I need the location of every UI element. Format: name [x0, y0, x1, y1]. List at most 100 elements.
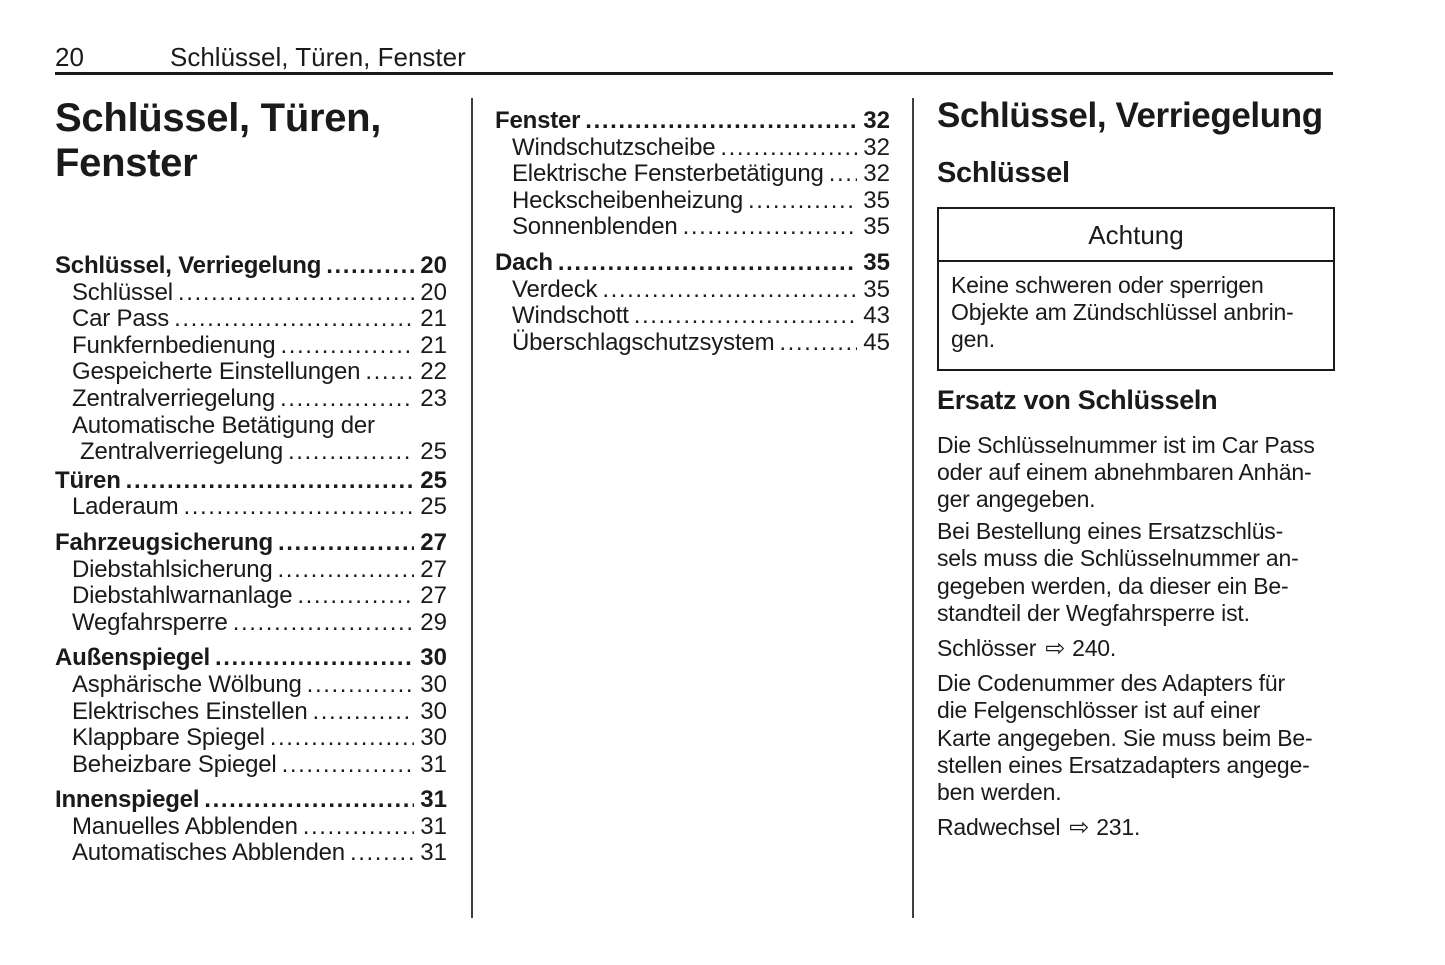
- toc-entry-label: Zentralverriegelung: [80, 438, 283, 466]
- toc-entry: Überschlagschutzsystem 45: [495, 329, 890, 357]
- toc-entry-label: Schlüssel: [72, 278, 173, 306]
- toc-entry-label: Asphärische Wölbung: [72, 670, 302, 698]
- toc-leader-dots: [297, 583, 414, 610]
- toc-entry: Beheizbare Spiegel 31: [55, 751, 447, 779]
- toc-entry-page: 30: [420, 724, 447, 752]
- toc-entry: Automatische Betätigung der: [55, 411, 447, 440]
- column-divider: [471, 98, 473, 918]
- toc-entry: Dach 35: [495, 248, 890, 277]
- toc-entry-label: Windschutzscheibe: [512, 133, 716, 161]
- caution-box: Achtung Keine schweren oder sperrigen Ob…: [937, 207, 1335, 371]
- toc-entry-label: Wegfahrsperre: [72, 608, 228, 636]
- toc-entry: Fahrzeugsicherung 27: [55, 528, 447, 557]
- toc-leader-dots: [748, 188, 857, 215]
- toc-entry: Schlüssel, Verriegelung 20: [55, 252, 447, 280]
- toc-entry: Asphärische Wölbung 30: [55, 670, 447, 699]
- chapter-title: Schlüssel, Türen, Fenster: [170, 42, 466, 72]
- toc-entry: Sonnenblenden 35: [495, 214, 890, 241]
- toc-entry-page: 32: [863, 107, 890, 134]
- toc-entry: Funkfernbedienung 21: [55, 331, 447, 360]
- toc-entry-label: Zentralverriegelung: [72, 384, 275, 412]
- toc-entry-label: Diebstahlwarnanlage: [72, 582, 293, 610]
- section-title: Schlüssel, Verriegelung: [937, 96, 1323, 135]
- toc-leader-dots: [178, 280, 414, 307]
- toc-entry: Schlüssel 20: [55, 278, 447, 307]
- body-paragraph: Bei Bestellung eines Ersatzschlüs- sels …: [937, 518, 1299, 626]
- cross-reference-locks: Schlösser ⇨ 240.: [937, 634, 1335, 662]
- toc-leader-dots: [215, 645, 414, 672]
- toc-entry-label: Dach: [495, 248, 553, 276]
- cross-reference-target: 231.: [1096, 814, 1141, 841]
- header-rule: [55, 72, 1333, 75]
- caution-box-title: Achtung: [939, 209, 1333, 262]
- toc-leader-dots: [183, 494, 414, 521]
- subsection-title: Schlüssel: [937, 157, 1070, 189]
- toc-leader-dots: [280, 333, 414, 360]
- toc-entry-page: 43: [863, 302, 890, 330]
- toc-entry: Zentralverriegelung 23: [55, 384, 447, 413]
- toc-leader-dots: [282, 752, 415, 779]
- toc-leader-dots: [313, 699, 415, 726]
- toc-entry-page: 31: [420, 812, 447, 840]
- toc-leader-dots: [829, 161, 858, 188]
- toc-entry-page: 27: [420, 582, 447, 610]
- toc-leader-dots: [585, 108, 857, 135]
- keys-replacement-heading: Ersatz von Schlüsseln: [937, 384, 1218, 415]
- toc-entry-label: Funkfernbedienung: [72, 331, 276, 359]
- toc-leader-dots: [634, 303, 858, 330]
- toc-entry-page: 35: [863, 275, 890, 303]
- toc-entry-page: 35: [863, 186, 890, 214]
- toc-entry-page: 23: [420, 384, 447, 412]
- toc-leader-dots: [350, 840, 414, 867]
- toc-entry: Außenspiegel 30: [55, 645, 447, 672]
- toc-entry: Klappbare Spiegel 30: [55, 724, 447, 752]
- toc-entry-label: Gespeicherte Einstellungen: [72, 358, 361, 386]
- toc-entry: Elektrisches Einstellen 30: [55, 697, 447, 726]
- toc-entry-page: 35: [863, 248, 890, 276]
- toc-entry-page: 29: [420, 608, 447, 636]
- page-number: 20: [55, 42, 84, 72]
- toc-entry: Wegfahrsperre 29: [55, 608, 447, 637]
- toc-entry-page: 25: [420, 466, 447, 494]
- toc-entry: Heckscheibenheizung 35: [495, 186, 890, 215]
- toc-entry-page: 35: [863, 213, 890, 241]
- right-column: Schlüssel, Verriegelung Schlüssel Achtun…: [937, 96, 1335, 841]
- toc-entry-label: Innenspiegel: [55, 786, 200, 814]
- toc-leader-dots: [278, 530, 414, 557]
- column-divider: [912, 98, 914, 918]
- toc-entry-page: 21: [420, 331, 447, 359]
- cross-reference-label: Radwechsel: [937, 814, 1061, 841]
- toc-entry: Verdeck 35: [495, 275, 890, 304]
- toc-leader-dots: [288, 439, 414, 466]
- toc-leader-dots: [204, 787, 414, 814]
- page-reference-arrow-icon: ⇨: [1069, 813, 1090, 842]
- toc-entry-label: Diebstahlsicherung: [72, 555, 273, 583]
- body-paragraph: Die Codenummer des Adapters für die Felg…: [937, 670, 1313, 806]
- toc-entry: Zentralverriegelung 25: [55, 439, 447, 466]
- toc-entry-page: 25: [420, 438, 447, 466]
- toc-entry-label: Fahrzeugsicherung: [55, 528, 273, 556]
- toc-entry: Fenster 32: [495, 107, 890, 135]
- toc-entry-page: 31: [420, 839, 447, 867]
- left-column: Schlüssel, Türen, Fenster Schlüssel, Ver…: [55, 96, 447, 867]
- toc-entry-label: Außenspiegel: [55, 644, 210, 672]
- body-paragraph: Die Schlüsselnummer ist im Car Pass oder…: [937, 431, 1315, 513]
- toc-entry-label: Manuelles Abblenden: [72, 812, 298, 840]
- toc-entry-page: 20: [420, 278, 447, 306]
- toc-leader-dots: [280, 386, 414, 413]
- toc-entry-page: 32: [863, 133, 890, 161]
- toc-leader-dots: [779, 330, 857, 357]
- toc-leader-dots: [233, 610, 415, 637]
- page-title: Schlüssel, Türen, Fenster: [55, 96, 382, 185]
- toc-leader-dots: [720, 135, 857, 162]
- toc-middle: Fenster 32 Windschutzscheibe 32 Elektris…: [495, 107, 890, 357]
- toc-entry-label: Automatische Betätigung der: [72, 411, 375, 439]
- toc-entry-page: 30: [420, 644, 447, 672]
- toc-entry: Manuelles Abblenden 31: [55, 812, 447, 841]
- toc-entry-label: Elektrische Fensterbetätigung: [512, 160, 824, 188]
- toc-leader-dots: [326, 253, 414, 280]
- toc-entry-label: Automatisches Abblenden: [72, 839, 345, 867]
- toc-entry: Laderaum 25: [55, 494, 447, 521]
- toc-entry-page: 30: [420, 697, 447, 725]
- toc-entry-page: 32: [863, 160, 890, 188]
